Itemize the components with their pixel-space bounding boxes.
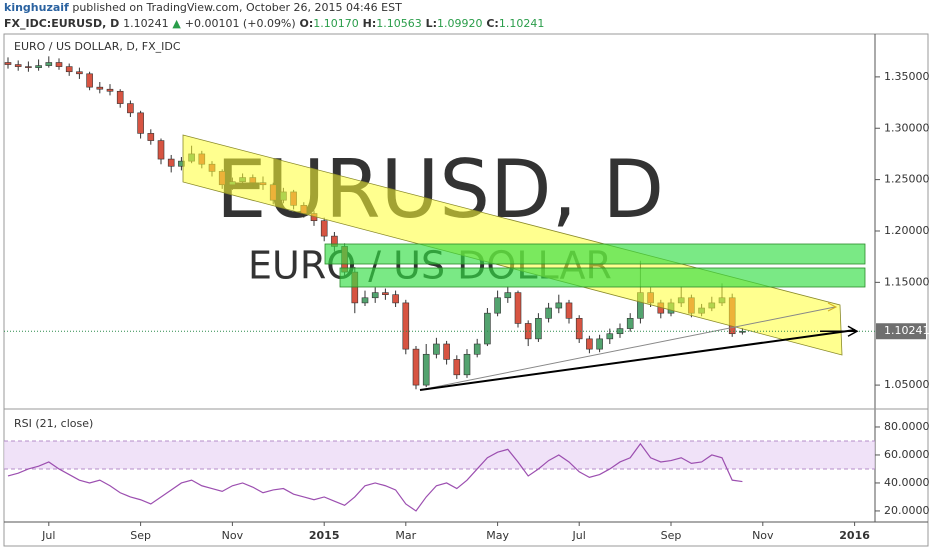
candle-body xyxy=(545,307,552,319)
candle-body xyxy=(484,312,491,345)
last-price-label: 1.10241 xyxy=(884,324,930,337)
arrow: ▲ xyxy=(172,17,181,30)
candle-body xyxy=(586,338,593,350)
y-tick-label: 1.20000 xyxy=(884,224,930,237)
candle-body xyxy=(504,292,512,299)
l-value: 1.09920 xyxy=(437,17,483,30)
header-line: kinghuzaif published on TradingView.com,… xyxy=(4,1,402,14)
rsi-title: RSI (21, close) xyxy=(14,417,93,430)
candle-body xyxy=(127,103,134,114)
candle-body xyxy=(433,343,440,355)
candle-body xyxy=(96,86,104,90)
o-value: 1.10170 xyxy=(313,17,359,30)
change: +0.00101 (+0.09%) xyxy=(185,17,296,30)
candle-body xyxy=(137,112,144,134)
candle-body xyxy=(157,140,165,160)
candle-body xyxy=(14,64,22,67)
candle-body xyxy=(402,302,410,350)
candle-body xyxy=(35,65,42,68)
arrow-head xyxy=(827,302,838,312)
author: kinghuzaif xyxy=(4,1,69,14)
symbol-line: FX_IDC:EURUSD, D 1.10241 ▲ +0.00101 (+0.… xyxy=(4,17,544,30)
symbol: FX_IDC:EURUSD, D xyxy=(4,17,119,30)
green-zone xyxy=(324,243,866,265)
x-tick-label: Nov xyxy=(222,529,244,542)
candle-body xyxy=(167,158,175,167)
published: published on TradingView.com, October 26… xyxy=(72,1,402,14)
y-tick-label: 1.30000 xyxy=(884,121,930,134)
candle-body xyxy=(606,333,614,340)
trend-line xyxy=(419,329,856,391)
x-tick-label: Jul xyxy=(572,529,586,542)
candle-body xyxy=(565,302,573,319)
last-price-arrow xyxy=(820,325,859,337)
rsi-band xyxy=(4,440,875,469)
x-tick-label: Sep xyxy=(130,529,151,542)
candle-body xyxy=(514,292,522,324)
candle-body xyxy=(371,292,379,299)
h-label: H: xyxy=(363,17,377,30)
frame xyxy=(3,33,929,547)
y-tick-label: 1.35000 xyxy=(884,70,930,83)
candle-body xyxy=(86,73,93,88)
x-tick-label: Sep xyxy=(661,529,682,542)
c-label: C: xyxy=(486,17,498,30)
candle-body xyxy=(65,66,73,73)
candle-body xyxy=(535,318,542,340)
candle-body xyxy=(453,359,461,376)
candle-body xyxy=(361,297,369,304)
c-value: 1.10241 xyxy=(499,17,545,30)
y-tick-label: 20.0000 xyxy=(884,504,930,517)
trend-line-thin xyxy=(419,306,836,391)
candle-body xyxy=(392,294,399,304)
y-tick-label: 1.25000 xyxy=(884,173,930,186)
x-tick-label: Jul xyxy=(41,529,55,542)
candle-body xyxy=(473,343,481,355)
candle-body xyxy=(555,302,563,309)
y-tick-label: 1.15000 xyxy=(884,275,930,288)
x-tick-label: May xyxy=(486,529,509,542)
y-tick-label: 40.0000 xyxy=(884,476,930,489)
x-tick-label: Mar xyxy=(395,529,416,542)
pane-title: EURO / US DOLLAR, D, FX_IDC xyxy=(14,40,181,53)
rsi-line xyxy=(7,442,743,512)
candle-body xyxy=(4,62,12,65)
candle-body xyxy=(76,71,83,75)
o-label: O: xyxy=(300,17,314,30)
l-label: L: xyxy=(426,17,437,30)
candle-body xyxy=(412,348,420,386)
y-tick-label: 80.0000 xyxy=(884,420,930,433)
last-price-box xyxy=(876,323,926,340)
price: 1.10241 xyxy=(123,17,169,30)
candle-body xyxy=(147,133,155,141)
h-value: 1.10563 xyxy=(376,17,422,30)
candle-body xyxy=(320,220,328,237)
candle-body xyxy=(382,292,389,295)
candle-body xyxy=(524,323,532,340)
candle-body xyxy=(463,353,471,376)
y-tick-label: 60.0000 xyxy=(884,448,930,461)
candle-body xyxy=(116,90,124,104)
green-zone xyxy=(339,267,866,288)
drawings xyxy=(182,134,866,391)
candle-body xyxy=(596,338,603,350)
candle-body xyxy=(422,353,430,386)
candle-body xyxy=(45,62,53,66)
candle-body xyxy=(106,88,114,92)
y-tick-label: 1.05000 xyxy=(884,378,930,391)
candle-body xyxy=(626,318,634,329)
x-tick-label: Nov xyxy=(752,529,774,542)
x-tick-label: 2016 xyxy=(839,529,870,542)
candle-body xyxy=(443,343,450,360)
candle-body xyxy=(25,66,32,68)
candle-body xyxy=(55,62,63,67)
candle-body xyxy=(494,297,501,314)
candle-body xyxy=(575,318,583,340)
x-tick-label: 2015 xyxy=(309,529,340,542)
